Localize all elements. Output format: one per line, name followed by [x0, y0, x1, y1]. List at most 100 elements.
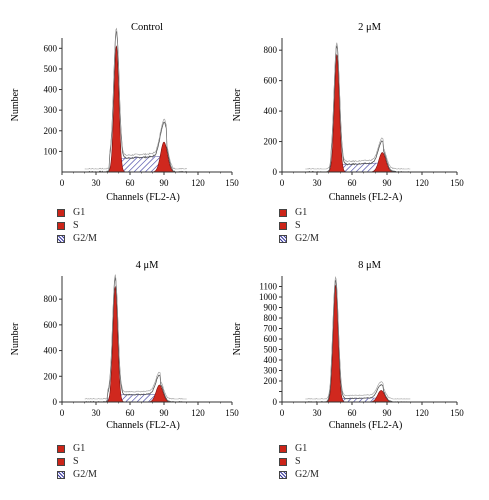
legend-swatch	[279, 457, 287, 466]
y-tick-label-8um: 400	[264, 355, 278, 365]
legend-label: S	[295, 220, 301, 231]
legend-swatch	[279, 444, 287, 453]
x-axis-label-2um: Channels (FL2-A)	[329, 192, 403, 203]
legend-item-s-8um: S	[279, 455, 319, 468]
x-tick-label-2um: 150	[450, 178, 464, 188]
legend-label: G1	[295, 207, 308, 218]
chart-title-4um: 4 μM	[136, 260, 160, 271]
legend-2um: G1 S G2/M	[279, 206, 319, 245]
legend-label: G2/M	[73, 233, 97, 244]
y-tick-label-8um: 800	[264, 313, 278, 323]
histogram-envelope-upper-2um	[305, 42, 411, 170]
legend-swatch	[57, 470, 65, 479]
x-tick-label-control: 90	[160, 178, 170, 188]
x-tick-label-4um: 90	[160, 408, 170, 418]
legend-item-g1-4um: G1	[57, 442, 97, 455]
x-tick-label-control: 150	[225, 178, 239, 188]
chart-panel-control: Control 0 30 60 90 120 150 100 200 300 400 500 600 Ch…	[0, 0, 244, 250]
y-tick-label-control: 400	[44, 85, 58, 95]
y-tick-label-2um: 600	[264, 76, 278, 86]
y-tick-label-2um: 400	[264, 106, 278, 116]
legend-label: S	[73, 220, 79, 231]
y-tick-label-control: 200	[44, 126, 58, 136]
legend-item-s-4um: S	[57, 455, 97, 468]
y-tick-label-8um: 0	[273, 397, 278, 407]
histogram-envelope-2um	[305, 45, 411, 173]
y-axis-label-control: Number	[10, 88, 21, 121]
legend-label: S	[295, 456, 301, 467]
x-tick-label-8um: 90	[383, 408, 393, 418]
y-tick-label-2um: 0	[273, 167, 278, 177]
y-axis-label-4um: Number	[10, 322, 21, 355]
legend-label: S	[73, 456, 79, 467]
y-tick-label-2um: 800	[264, 45, 278, 55]
y-tick-label-control: 500	[44, 64, 58, 74]
chart-panel-2um: 2 μM 0 30 60 90 120 150 0 200 400 600 800 Channels (…	[222, 0, 466, 250]
y-tick-label-4um: 800	[44, 294, 58, 304]
y-tick-label-8um: 500	[264, 345, 278, 355]
x-tick-label-control: 60	[126, 178, 136, 188]
x-tick-label-2um: 60	[348, 178, 358, 188]
legend-label: G2/M	[295, 469, 319, 480]
x-tick-label-4um: 150	[225, 408, 239, 418]
histogram-envelope-upper-control	[84, 27, 187, 170]
y-tick-label-8um: 1100	[259, 282, 277, 292]
y-tick-label-8um: 1000	[259, 292, 278, 302]
g2m-peak-4um	[148, 384, 171, 403]
legend-control: G1 S G2/M	[57, 206, 97, 245]
legend-item-g2m-8um: G2/M	[279, 468, 319, 481]
x-tick-label-control: 30	[92, 178, 102, 188]
legend-swatch	[57, 234, 65, 243]
y-tick-label-control: 100	[44, 146, 58, 156]
legend-item-g2m-control: G2/M	[57, 232, 97, 245]
x-axis-label-8um: Channels (FL2-A)	[329, 420, 403, 431]
legend-item-s-control: S	[57, 219, 97, 232]
legend-4um: G1 S G2/M	[57, 442, 97, 481]
legend-label: G1	[73, 207, 86, 218]
x-axis-label-4um: Channels (FL2-A)	[106, 420, 180, 431]
g1-peak-2um	[327, 53, 347, 173]
legend-item-g1-8um: G1	[279, 442, 319, 455]
legend-item-g1-2um: G1	[279, 206, 319, 219]
y-tick-label-8um: 600	[264, 334, 278, 344]
y-tick-label-8um: 200	[264, 376, 278, 386]
legend-label: G2/M	[73, 469, 97, 480]
y-tick-label-4um: 600	[44, 320, 58, 330]
y-tick-label-8um: 700	[264, 324, 278, 334]
legend-item-s-2um: S	[279, 219, 319, 232]
y-tick-label-8um: 900	[264, 303, 278, 313]
legend-swatch	[279, 208, 287, 217]
x-tick-label-2um: 120	[415, 178, 429, 188]
histogram-envelope-upper-4um	[84, 274, 187, 400]
histogram-envelope-4um	[84, 277, 187, 403]
y-tick-label-control: 600	[44, 43, 58, 53]
histogram-envelope-upper-8um	[305, 276, 411, 400]
g1-peak-8um	[325, 284, 346, 403]
x-tick-label-control: 0	[60, 178, 65, 188]
x-tick-label-4um: 0	[60, 408, 65, 418]
legend-swatch	[57, 457, 65, 466]
legend-swatch	[279, 234, 287, 243]
histogram-8um: 8 μM 0 30 60 90 120 150 0 2003004005006007008009…	[232, 260, 464, 431]
legend-swatch	[57, 221, 65, 230]
legend-swatch	[279, 470, 287, 479]
g2m-peak-control	[153, 141, 175, 173]
legend-label: G2/M	[295, 233, 319, 244]
x-tick-label-2um: 30	[313, 178, 323, 188]
legend-label: G1	[295, 443, 308, 454]
y-tick-label-8um: 300	[264, 366, 278, 376]
legend-item-g2m-2um: G2/M	[279, 232, 319, 245]
histogram-envelope-8um	[305, 278, 411, 403]
g1-peak-4um	[105, 285, 125, 403]
x-axis-label-control: Channels (FL2-A)	[106, 192, 180, 203]
chart-panel-4um: 4 μM 0 30 60 90 120 150 0 200 400 600 800 Channels (…	[0, 250, 244, 500]
x-tick-label-8um: 60	[348, 408, 358, 418]
legend-label: G1	[73, 443, 86, 454]
y-axis-label-8um: Number	[232, 322, 243, 355]
histogram-2um: 2 μM 0 30 60 90 120 150 0 200 400 600 800 Channels (…	[232, 22, 464, 203]
g2m-peak-2um	[371, 152, 394, 173]
x-tick-label-8um: 30	[313, 408, 323, 418]
legend-swatch	[57, 208, 65, 217]
y-axis-label-2um: Number	[232, 88, 243, 121]
histogram-envelope-control	[84, 30, 187, 173]
